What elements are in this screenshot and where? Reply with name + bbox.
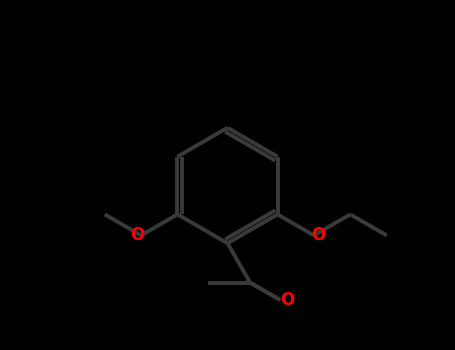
Text: O: O xyxy=(130,226,144,244)
Text: O: O xyxy=(311,226,325,244)
Text: O: O xyxy=(280,291,294,309)
